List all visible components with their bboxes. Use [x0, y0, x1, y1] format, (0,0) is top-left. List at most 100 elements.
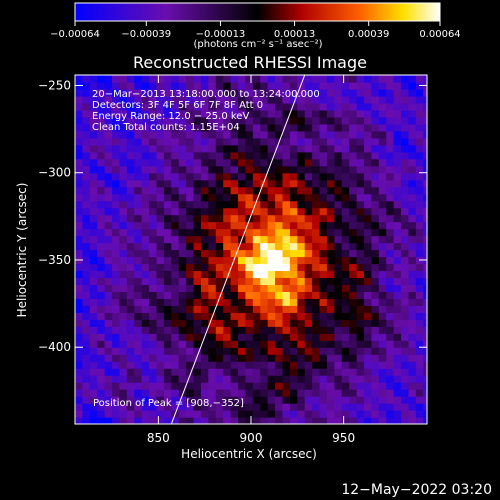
- heatmap-cell: [312, 221, 321, 230]
- heatmap-cell: [289, 207, 298, 216]
- heatmap-cell: [178, 319, 187, 327]
- heatmap-cell: [341, 75, 350, 83]
- heatmap-cell: [200, 256, 209, 265]
- heatmap-cell: [386, 123, 395, 132]
- heatmap-cell: [393, 333, 402, 341]
- heatmap-cell: [215, 284, 224, 292]
- heatmap-cell: [289, 368, 298, 376]
- heatmap-cell: [215, 88, 224, 97]
- heatmap-cell: [97, 130, 106, 139]
- heatmap-cell: [82, 137, 91, 146]
- heatmap-cell: [208, 75, 217, 83]
- heatmap-cell: [215, 193, 224, 202]
- heatmap-cell: [408, 228, 417, 237]
- heatmap-cell: [304, 249, 313, 258]
- heatmap-cell: [112, 109, 121, 118]
- heatmap-cell: [141, 298, 150, 306]
- heatmap-cell: [75, 375, 84, 383]
- heatmap-cell: [119, 319, 128, 327]
- heatmap-cell: [341, 354, 350, 362]
- heatmap-cell: [378, 256, 387, 265]
- heatmap-cell: [134, 312, 143, 320]
- heatmap-cell: [393, 326, 402, 334]
- heatmap-cell: [341, 109, 350, 118]
- heatmap-cell: [230, 221, 239, 230]
- heatmap-cell: [252, 333, 261, 341]
- heatmap-cell: [364, 291, 373, 299]
- heatmap-cell: [267, 382, 276, 390]
- heatmap-cell: [260, 221, 269, 230]
- heatmap-cell: [104, 242, 113, 251]
- heatmap-cell: [126, 312, 135, 320]
- heatmap-cell: [230, 410, 239, 418]
- heatmap-cell: [156, 298, 165, 306]
- heatmap-cell: [156, 242, 165, 251]
- heatmap-cell: [349, 354, 358, 362]
- heatmap-cell: [230, 158, 239, 167]
- heatmap-cell: [245, 207, 254, 216]
- heatmap-cell: [267, 256, 276, 265]
- heatmap-cell: [260, 410, 269, 418]
- heatmap-cell: [341, 144, 350, 153]
- heatmap-cell: [393, 172, 402, 181]
- heatmap-cell: [349, 361, 358, 369]
- heatmap-cell: [178, 88, 187, 97]
- heatmap-cell: [275, 291, 284, 299]
- heatmap-cell: [112, 368, 121, 376]
- heatmap-cell: [156, 88, 165, 97]
- heatmap-cell: [356, 312, 365, 320]
- heatmap-cell: [97, 277, 106, 285]
- heatmap-cell: [378, 214, 387, 223]
- heatmap-cell: [141, 214, 150, 223]
- heatmap-cell: [267, 333, 276, 341]
- heatmap-cell: [364, 256, 373, 265]
- heatmap-cell: [401, 179, 410, 188]
- heatmap-cell: [282, 130, 291, 139]
- heatmap-cell: [386, 361, 395, 369]
- heatmap-cell: [200, 396, 209, 404]
- heatmap-cell: [171, 75, 180, 83]
- heatmap-cell: [200, 186, 209, 195]
- heatmap-cell: [401, 326, 410, 334]
- heatmap-cell: [156, 375, 165, 383]
- heatmap-cell: [401, 298, 410, 306]
- heatmap-cell: [252, 382, 261, 390]
- heatmap-cell: [186, 389, 195, 397]
- heatmap-cell: [401, 109, 410, 118]
- heatmap-cell: [408, 312, 417, 320]
- heatmap-cell: [364, 354, 373, 362]
- heatmap-cell: [378, 305, 387, 313]
- heatmap-cell: [378, 284, 387, 292]
- heatmap-cell: [134, 165, 143, 174]
- heatmap-cell: [82, 382, 91, 390]
- heatmap-cell: [112, 179, 121, 188]
- heatmap-cell: [289, 403, 298, 411]
- heatmap-cell: [75, 123, 84, 132]
- heatmap-cell: [252, 193, 261, 202]
- heatmap-cell: [401, 200, 410, 209]
- heatmap-cell: [341, 249, 350, 258]
- heatmap-cell: [275, 123, 284, 132]
- heatmap-cell: [275, 228, 284, 237]
- heatmap-cell: [200, 193, 209, 202]
- heatmap-cell: [356, 144, 365, 153]
- heatmap-cell: [238, 305, 247, 313]
- heatmap-cell: [393, 305, 402, 313]
- heatmap-cell: [223, 95, 232, 104]
- heatmap-cell: [134, 249, 143, 258]
- heatmap-cell: [304, 200, 313, 209]
- heatmap-cell: [126, 81, 135, 90]
- heatmap-cell: [423, 354, 427, 362]
- heatmap-cell: [230, 137, 239, 146]
- heatmap-cell: [82, 410, 91, 418]
- heatmap-cell: [415, 333, 424, 341]
- heatmap-cell: [371, 207, 380, 216]
- heatmap-cell: [119, 249, 128, 258]
- heatmap-cell: [75, 417, 84, 424]
- heatmap-cell: [371, 340, 380, 348]
- heatmap-cell: [200, 207, 209, 216]
- heatmap-cell: [393, 88, 402, 97]
- heatmap-cell: [89, 109, 98, 118]
- heatmap-cell: [334, 347, 343, 355]
- heatmap-cell: [178, 368, 187, 376]
